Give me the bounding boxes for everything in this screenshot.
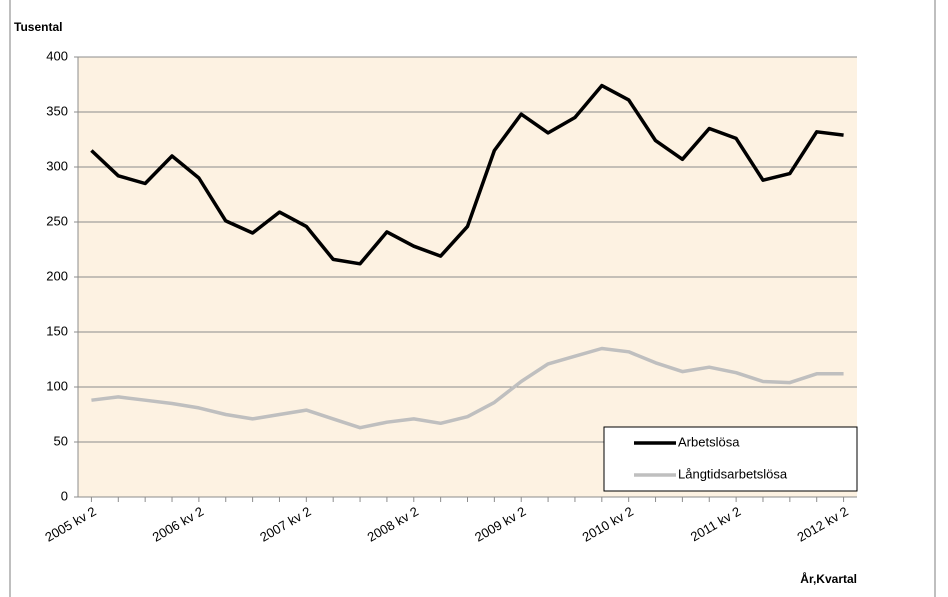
y-tick-label: 150 <box>46 323 68 338</box>
x-tick-label: 2006 kv 2 <box>150 504 206 545</box>
y-tick-label: 350 <box>46 103 68 118</box>
y-tick-label: 400 <box>46 48 68 63</box>
legend-label: Arbetslösa <box>678 434 740 449</box>
x-axis-title: År,Kvartal <box>800 571 857 586</box>
x-tick-label: 2007 kv 2 <box>257 504 313 545</box>
x-tick-label: 2011 kv 2 <box>688 504 743 545</box>
y-tick-label: 300 <box>46 158 68 173</box>
series-line <box>91 346 844 430</box>
x-tick-label: 2010 kv 2 <box>580 504 636 545</box>
y-tick-label: 50 <box>54 433 68 448</box>
y-tick-label: 0 <box>61 488 68 503</box>
series-line <box>90 83 844 266</box>
y-axis-title: Tusental <box>14 20 62 34</box>
y-tick-label: 200 <box>46 268 68 283</box>
x-tick-label: 2009 kv 2 <box>472 504 528 545</box>
x-tick-label: 2012 kv 2 <box>794 504 850 545</box>
x-tick-label: 2008 kv 2 <box>365 504 421 545</box>
x-tick-label: 2005 kv 2 <box>42 504 98 545</box>
legend-box <box>603 426 858 492</box>
y-tick-label: 250 <box>46 213 68 228</box>
y-tick-label: 100 <box>46 378 68 393</box>
legend-label: Långtidsarbetslösa <box>678 466 788 481</box>
